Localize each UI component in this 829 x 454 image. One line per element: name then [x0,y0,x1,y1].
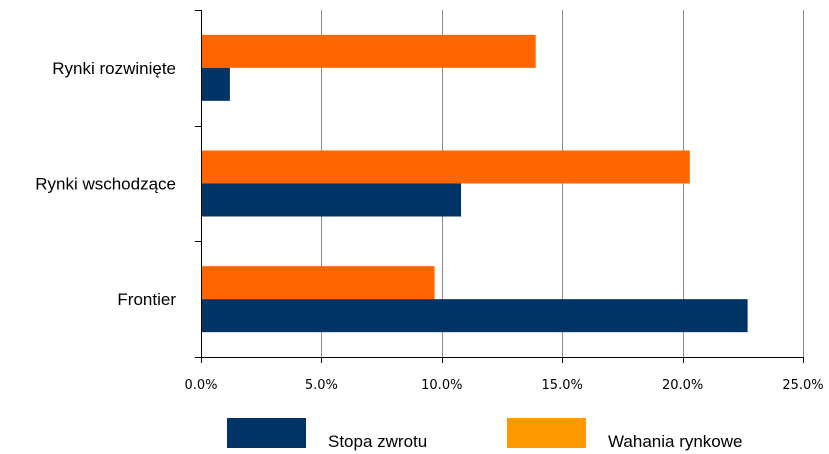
legend-swatch-wahania-rynkowe [507,418,586,448]
legend-label-stopa-zwrotu: Stopa zwrotu [328,432,428,451]
x-tick-label: 10.0% [421,378,462,393]
x-tick-label: 0.0% [184,378,217,393]
legend-item-stopa-zwrotu: Stopa zwrotu [227,418,427,451]
legend-swatch-stopa-zwrotu [227,418,306,448]
bar [201,183,462,217]
bar [201,266,435,300]
axes [195,10,804,363]
x-tick-label: 15.0% [542,378,583,393]
legend-label-wahania-rynkowe: Wahania rynkowe [608,432,743,451]
category-label: Frontier [117,290,176,309]
category-labels: Rynki rozwinięte Rynki wschodzące Frontier [35,59,176,309]
category-label: Rynki wschodzące [35,175,176,194]
bars [201,34,748,333]
x-tick-label: 5.0% [305,378,338,393]
x-tick-label: 25.0% [782,378,823,393]
bar [201,67,230,101]
x-tick-label: 20.0% [662,378,703,393]
bar-chart: Rynki rozwinięte Rynki wschodzące Frontier… [35,10,824,393]
bar [201,299,748,333]
category-label: Rynki rozwinięte [52,59,176,78]
x-tick-labels: 0.0% 5.0% 10.0% 15.0% 20.0% 25.0% [184,378,823,393]
bar [201,150,690,184]
legend-item-wahania-rynkowe: Wahania rynkowe [507,418,743,451]
bar [201,34,536,68]
